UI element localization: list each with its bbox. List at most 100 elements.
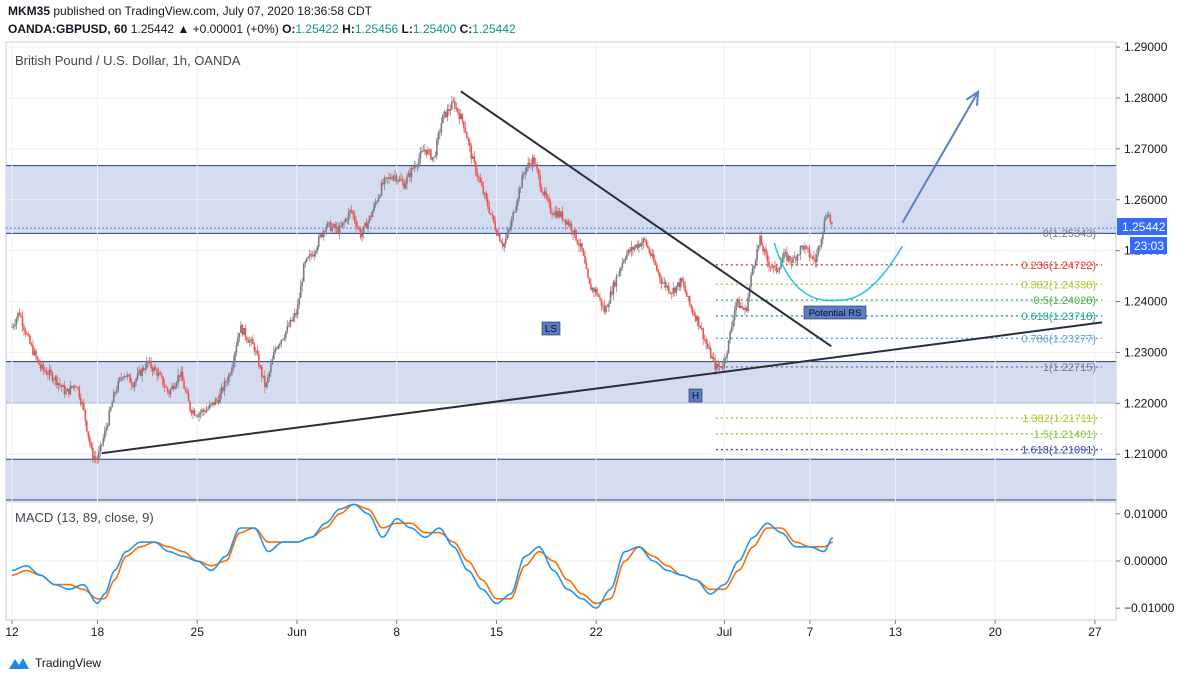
candle-body [653,254,655,262]
candle-body [246,337,248,341]
candle-body [358,227,360,230]
candle-body [409,172,411,178]
candle-body [566,221,568,225]
candle-body [436,139,438,156]
candle-body [552,214,555,216]
candle-body [124,376,127,377]
tradingview-logo[interactable]: TradingView [8,655,101,671]
publish-text: published on TradingView.com, July 07, 2… [53,4,373,18]
candle-body [50,369,52,373]
ohlc-line: OANDA:GBPUSD, 60 1.25442 ▲ +0.00001 (+0%… [8,22,516,36]
candle-body [329,222,332,232]
candle-body [47,374,49,376]
symbol-label[interactable]: OANDA:GBPUSD, 60 [8,22,128,36]
candle-body [593,287,595,292]
candle-body [572,230,574,235]
candle-body [415,166,417,168]
candle-body [15,318,18,325]
candle-body [461,113,464,121]
candle-body [642,238,645,243]
candle-body [533,157,535,164]
cup-curve [773,242,904,302]
close-label: C: [459,22,473,36]
candle-body [192,410,194,414]
candle-body [74,385,76,387]
candle-body [814,259,817,263]
high-label: H: [342,22,355,36]
candle-body [485,193,488,199]
candle-body [742,307,745,310]
candle-body [123,376,126,378]
candle-body [337,226,339,234]
candle-body [666,285,669,288]
candle-body [253,343,256,352]
candle-body [696,316,699,321]
candle-body [497,233,500,236]
candle-body [636,244,639,248]
candle-body [250,339,253,341]
macd-tick-label: 0.01000 [1124,507,1168,521]
candle-body [276,348,278,350]
ls-marker[interactable]: LS [541,321,561,336]
candle-body [747,297,749,311]
countdown-tag-text: 23:03 [1134,239,1164,253]
candle-body [576,240,579,244]
potential-rs-marker[interactable]: Potential RS [803,305,867,320]
candle-body [307,256,310,259]
candle-body [721,367,724,369]
candle-body [108,410,111,426]
candle-body [204,411,206,413]
candle-body [494,221,497,230]
candle-body [283,337,286,340]
candle-body [486,198,489,207]
candle-body [503,243,506,247]
candle-body [479,177,482,183]
candle-body [35,350,37,357]
candle-body [400,178,402,181]
h-marker[interactable]: H [688,388,703,403]
candle-body [117,380,120,391]
candle-body [521,175,523,188]
candle-body [174,386,176,390]
candle-body [425,149,428,155]
candle-body [630,246,633,252]
candle-body [422,151,425,152]
candle-body [20,315,22,317]
candle-body [599,296,601,299]
candle-body [664,281,667,288]
candle-body [730,326,733,332]
candle-body [651,254,654,257]
candle-body [201,409,203,413]
candle-body [588,277,591,285]
candle-body [807,247,809,249]
candle-body [581,242,583,250]
candle-body [615,276,618,287]
candle-body [711,357,713,359]
candle-body [268,372,271,378]
candle-body [373,204,375,212]
price-pane[interactable] [5,41,1117,501]
candle-body [440,123,443,133]
candle-body [317,236,320,248]
candle-body [789,255,791,261]
candle-body [180,371,182,377]
candle-body [247,340,250,343]
candle-body [471,156,474,159]
author-name[interactable]: MKM35 [8,4,51,18]
candle-body [727,339,730,353]
candle-body [289,319,292,327]
candle-body [160,374,163,377]
candle-body [210,403,212,405]
candle-body [482,185,485,194]
candle-body [394,175,396,177]
candle-body [660,278,663,284]
candle-body [168,391,170,395]
price-tick-label: 1.24000 [1124,295,1168,309]
candle-body [777,269,779,272]
candle-body [612,281,615,295]
candle-body [781,258,784,263]
candle-body [33,350,36,355]
candle-body [416,165,419,167]
candle-body [304,261,307,264]
